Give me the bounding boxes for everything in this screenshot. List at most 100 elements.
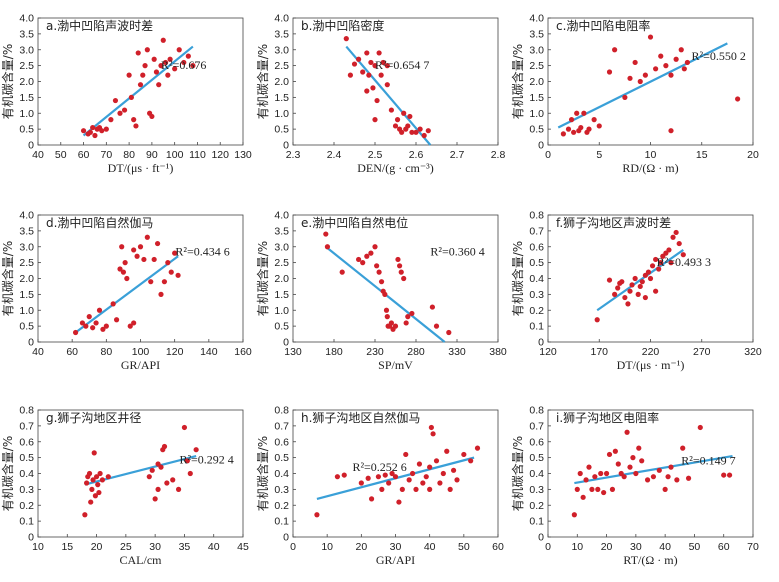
data-point — [621, 474, 627, 480]
data-point — [181, 59, 187, 66]
data-point — [162, 59, 169, 66]
y-tick-label: 3.5 — [19, 28, 34, 40]
data-point — [364, 50, 370, 56]
data-point — [181, 424, 188, 431]
data-point — [185, 53, 191, 59]
x-tick-label: 50 — [55, 149, 67, 161]
data-point — [339, 269, 345, 275]
x-tick-label: 320 — [744, 346, 762, 358]
data-point — [360, 69, 366, 75]
data-point — [413, 486, 419, 492]
data-point — [167, 56, 173, 62]
data-point — [409, 129, 415, 135]
y-tick-label: 0.8 — [19, 405, 34, 417]
panel-title: g.狮子沟地区井径 — [46, 411, 141, 425]
data-point — [644, 477, 651, 483]
x-tick-label: 2.3 — [286, 149, 301, 161]
data-point — [583, 477, 589, 483]
data-point — [134, 253, 140, 259]
y-tick-label: 0.3 — [529, 484, 544, 496]
data-point — [158, 63, 164, 69]
data-point — [670, 234, 676, 240]
data-point — [172, 250, 178, 256]
data-point — [376, 269, 382, 275]
x-tick-label: 45 — [237, 541, 249, 553]
y-tick-label: 0.5 — [274, 321, 289, 333]
data-point — [409, 310, 415, 317]
data-point — [119, 244, 125, 250]
data-point — [154, 240, 161, 247]
x-tick-label: 0 — [545, 149, 551, 161]
y-tick-label: 0 — [28, 532, 34, 544]
data-point — [127, 323, 133, 329]
y-tick-label: 3.0 — [19, 44, 34, 56]
y-axis-label: 有机碳含量/% — [510, 241, 525, 316]
data-point — [680, 445, 686, 451]
x-tick-label: 120 — [211, 149, 229, 161]
data-point — [193, 447, 199, 453]
panel-title: h.狮子沟地区自然伽马 — [301, 410, 420, 425]
data-point — [99, 477, 106, 483]
data-point — [407, 113, 413, 120]
x-tick-label: 10 — [321, 541, 333, 553]
data-point — [376, 50, 382, 56]
data-point — [649, 263, 656, 269]
x-tick-label: 70 — [747, 541, 759, 553]
y-tick-label: 0.8 — [529, 210, 544, 222]
data-point — [668, 260, 674, 266]
data-point — [440, 470, 446, 477]
y-tick-label: 0.2 — [529, 500, 544, 512]
data-point — [673, 56, 679, 62]
x-tick-label: 15 — [696, 149, 708, 161]
data-point — [343, 36, 349, 42]
data-point — [403, 320, 409, 326]
data-point — [92, 132, 98, 139]
y-tick-label: 2.5 — [274, 60, 289, 72]
data-point — [423, 474, 429, 480]
data-point — [131, 117, 137, 123]
y-axis-label: 有机碳含量/% — [255, 241, 270, 316]
data-point — [397, 263, 403, 269]
data-point — [156, 82, 162, 88]
x-tick-label: 20 — [747, 149, 759, 161]
x-tick-label: 110 — [189, 149, 206, 161]
data-point — [365, 475, 371, 481]
data-point — [356, 56, 362, 62]
data-point — [622, 294, 628, 301]
y-tick-label: 0.3 — [19, 484, 34, 496]
data-point — [632, 275, 638, 282]
y-axis-label: 有机碳含量/% — [255, 436, 270, 511]
x-tick-label: 2.4 — [327, 149, 342, 161]
x-axis-label: GR/API — [376, 553, 415, 567]
data-point — [681, 66, 687, 72]
x-tick-label: 60 — [492, 541, 504, 553]
panel-title: b.渤中凹陷密度 — [301, 18, 384, 33]
x-axis-label: CAL/cm — [120, 553, 163, 567]
y-tick-label: 3.0 — [529, 44, 544, 56]
data-point — [392, 474, 399, 480]
data-point — [586, 464, 592, 470]
x-tick-label: 2.5 — [368, 149, 383, 161]
y-tick-label: 2.5 — [274, 257, 289, 269]
data-point — [382, 291, 388, 297]
data-point — [454, 477, 460, 483]
data-point — [72, 329, 79, 336]
data-point — [625, 301, 631, 307]
data-point — [630, 455, 636, 461]
scatter-panel: 130 180 230 280 330 380 0 0.5 1.0 1.5 2.0 2.5 3.0 3.5… — [255, 210, 507, 373]
x-tick-label: 100 — [132, 346, 150, 358]
y-tick-label: 1.5 — [274, 92, 289, 104]
y-tick-label: 3.0 — [274, 44, 289, 56]
data-point — [314, 512, 320, 518]
scatter-panel: 0 10 20 30 40 50 60 0 0.1 0.2 0.3 0.4 0.5 0.6 0.7 0.8 h.… — [255, 405, 504, 568]
data-point — [368, 250, 374, 256]
data-point — [674, 477, 680, 483]
data-point — [88, 499, 94, 505]
y-tick-label: 0 — [28, 140, 34, 152]
data-point — [653, 256, 659, 263]
data-point — [155, 461, 161, 467]
y-tick-label: 0.7 — [274, 420, 289, 432]
data-point — [684, 59, 691, 66]
data-point — [153, 69, 160, 75]
x-tick-label: 270 — [693, 346, 711, 358]
